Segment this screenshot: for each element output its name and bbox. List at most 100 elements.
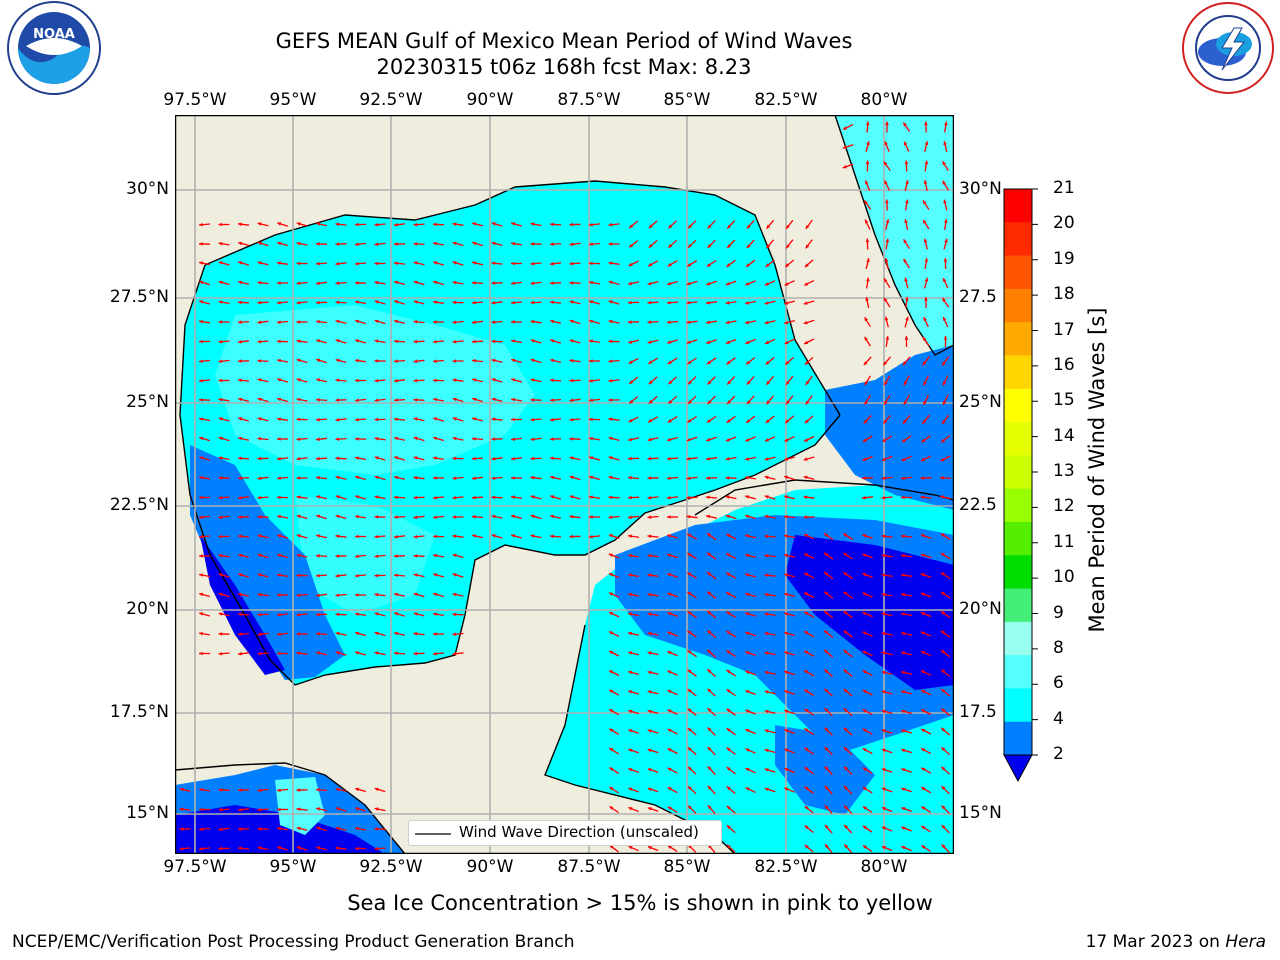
colorbar-segment [1004,721,1032,756]
wind-wave-arrowhead [530,339,535,343]
wind-wave-arrowhead [433,534,437,539]
wind-wave-arrowhead [316,437,320,441]
wind-wave-arrowhead [628,631,632,636]
wind-wave-arrowhead [707,360,711,365]
wind-wave-arrowhead [355,222,359,227]
wind-wave-arrowhead [316,612,320,617]
wind-wave-arrowhead [413,632,418,636]
colorbar-tick-label: 16 [1053,354,1075,375]
coastline [175,762,406,854]
wind-wave-arrowhead [764,534,769,539]
wind-wave-arrowhead [491,222,496,226]
wind-wave-arrowhead [413,339,418,344]
wind-wave-arrowhead [452,417,457,421]
wind-wave-arrowhead [923,180,928,184]
wind-wave-arrowhead [804,825,809,830]
wind-wave-arrowhead [804,282,809,286]
wind-wave-arrowhead [825,844,829,849]
wind-wave-arrowhead [924,297,928,301]
wind-wave-arrowhead [628,573,632,577]
wind-wave-arrowhead [608,339,613,344]
wind-wave-arrowhead [746,244,751,249]
wind-wave-arrowhead [452,612,457,617]
wind-wave-arrowhead [862,728,867,733]
gulf-light-patch [215,305,535,475]
wind-wave-arrowhead [238,397,243,402]
wind-wave-arrowhead [686,340,691,344]
wind-wave-arrowhead [647,631,652,636]
wind-wave-arrowhead [374,787,379,792]
wind-wave-arrowhead [862,592,867,596]
coastline [179,264,296,686]
wind-wave-arrowhead [648,360,653,364]
coastline [834,115,954,356]
wind-wave-arrowhead [433,280,438,285]
wind-wave-arrowhead [413,476,418,480]
wind-wave-arrowhead [924,160,929,165]
wind-wave-arrowhead [199,554,203,558]
wind-wave-arrowhead [921,767,926,772]
wind-wave-arrowhead [238,417,243,421]
wind-wave-arrowhead [589,359,593,363]
wind-wave-arrowhead [843,689,848,693]
wind-wave-arrowhead [667,320,671,324]
wind-wave-arrowhead [530,437,535,441]
wind-wave-arrowhead [863,419,868,424]
wind-wave-arrowhead [335,846,340,850]
wind-wave-arrowhead [374,846,379,851]
wind-wave-arrowhead [530,358,535,363]
wind-wave-arrowhead [881,846,886,850]
wind-wave-arrowhead [707,649,712,654]
wind-wave-arrowhead [667,437,672,442]
wind-wave-arrowhead [374,534,379,539]
wind-wave-arrowhead [374,612,379,616]
wind-wave-arrowhead [413,359,418,363]
wind-wave-arrowhead [940,591,945,596]
wind-wave-arrowhead [786,400,790,405]
wind-wave-arrowhead [784,651,789,655]
wind-wave-arrowhead [923,238,928,243]
wind-wave-arrowhead [824,591,829,596]
wind-wave-arrowhead [902,438,906,443]
wind-wave-arrowhead [686,281,691,286]
wind-wave-arrowhead [784,729,789,733]
wind-wave-arrowhead [433,436,438,441]
wind-wave-arrowhead [726,572,731,577]
map-legend: Wind Wave Direction (unscaled) [408,820,722,846]
wind-wave-arrowhead [511,222,516,226]
wind-wave-arrowhead [569,495,574,499]
wind-wave-arrowhead [589,495,593,499]
wind-wave-arrowhead [413,300,418,304]
wind-wave-arrowhead [803,301,808,305]
wind-wave-arrowhead [335,242,340,246]
wind-wave-arrowhead [862,534,867,538]
wind-wave-arrowhead [726,669,731,674]
wind-wave-arrowhead [530,534,535,538]
wind-wave-arrowhead [355,261,359,266]
wind-wave-arrowhead [804,438,809,442]
wind-wave-arrowhead [920,592,925,596]
wind-wave-arrowhead [296,281,301,285]
wind-wave-arrowhead [901,573,905,577]
wind-wave-arrowhead [394,261,398,266]
wind-wave-arrowhead [452,397,457,402]
wind-wave-arrowhead [550,261,554,266]
wind-wave-arrowhead [862,631,867,635]
wind-wave-arrowhead [647,592,652,597]
wind-wave-arrowhead [452,378,457,382]
wind-wave-arrowhead [941,630,945,635]
wind-wave-arrowhead [608,378,613,383]
wind-wave-arrowhead [707,224,712,229]
wind-wave-arrowhead [218,241,223,246]
wind-wave-arrowhead [199,456,204,460]
lon-label-bottom: 80°W [860,857,908,877]
wind-wave-arrowhead [667,419,672,423]
wind-wave-arrowhead [277,593,281,597]
wind-wave-arrowhead [647,437,652,442]
wind-wave-arrowhead [766,400,771,405]
wind-wave-arrowhead [764,554,769,558]
wind-wave-arrowhead [865,121,870,126]
wind-wave-arrowhead [394,534,398,539]
wind-wave-arrowhead [589,534,593,539]
wind-wave-arrowhead [179,827,184,831]
